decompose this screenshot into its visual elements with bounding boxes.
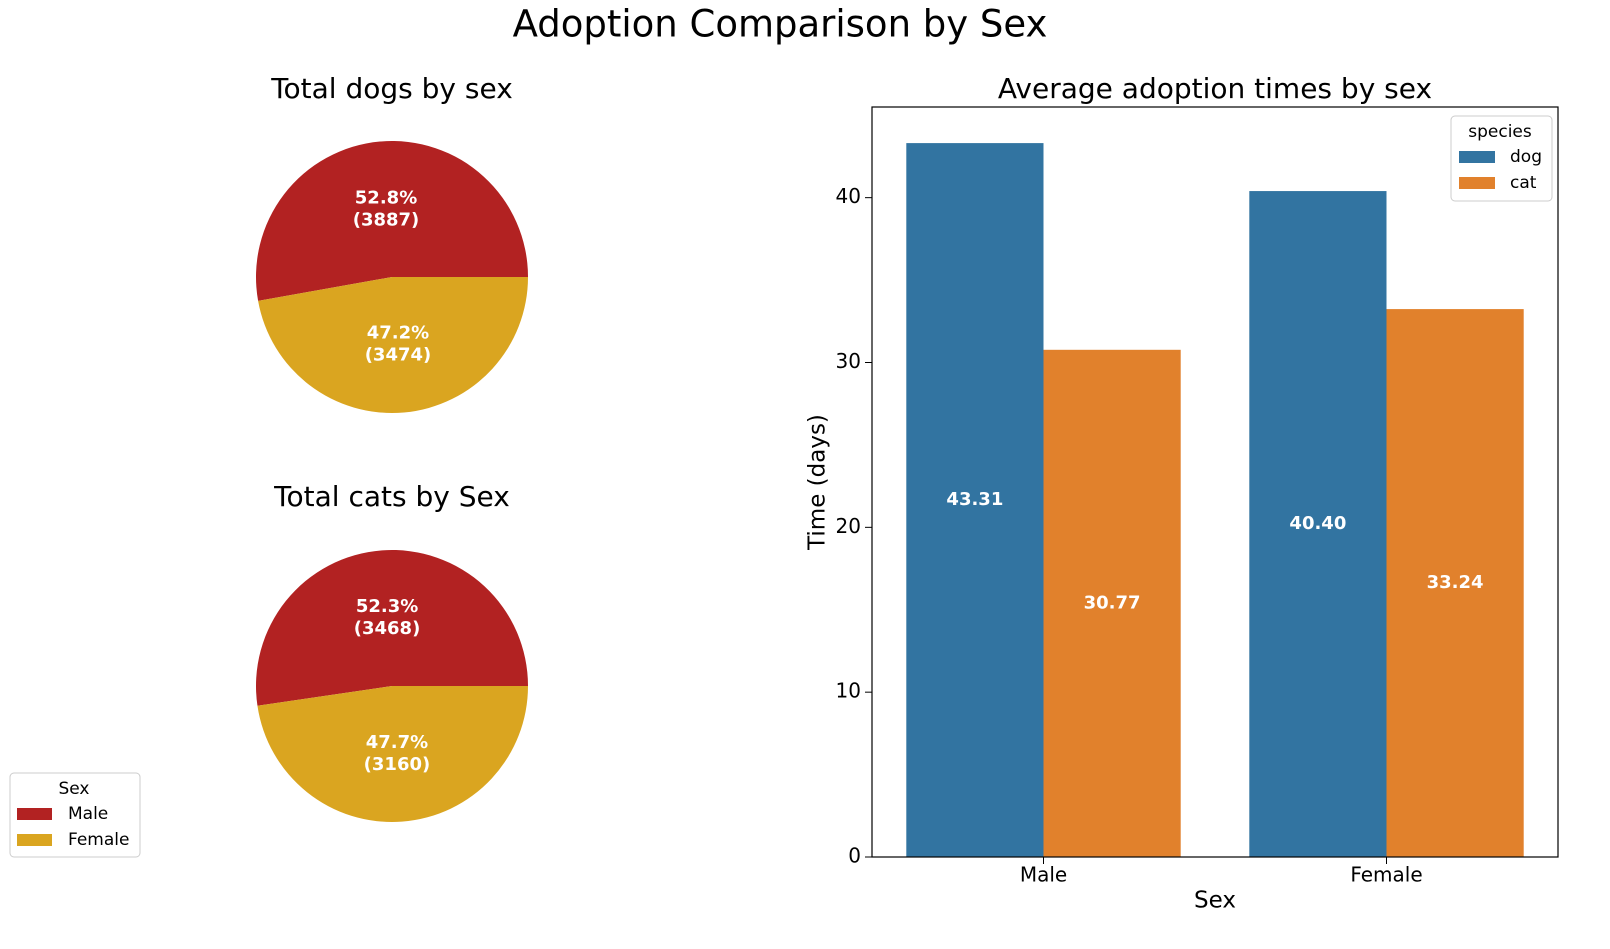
legend-swatch xyxy=(1459,177,1495,189)
legend-swatch xyxy=(17,834,52,846)
bar xyxy=(906,143,1044,858)
pie-count-label: (3474) xyxy=(365,345,432,366)
legend-label: Female xyxy=(68,830,129,850)
y-tick-label: 10 xyxy=(836,679,861,703)
pie-percent-label: 52.8% xyxy=(355,187,417,208)
bar-value-label: 30.77 xyxy=(1084,592,1141,613)
bar-value-label: 33.24 xyxy=(1427,572,1484,593)
pie-count-label: (3160) xyxy=(364,754,431,775)
pie-slice xyxy=(257,686,528,823)
x-axis-label: Sex xyxy=(1194,888,1236,914)
x-tick-label: Male xyxy=(1020,863,1067,887)
pie-count-label: (3468) xyxy=(354,618,421,639)
bar xyxy=(1249,191,1387,858)
legend-swatch xyxy=(1459,151,1495,163)
pie-percent-label: 52.3% xyxy=(356,596,418,617)
pie-count-label: (3887) xyxy=(353,209,420,230)
figure-title: Adoption Comparison by Sex xyxy=(513,3,1048,46)
legend-title: species xyxy=(1468,122,1532,142)
y-tick-label: 30 xyxy=(836,349,861,373)
y-tick-label: 40 xyxy=(836,184,861,208)
legend-swatch xyxy=(17,808,52,820)
bar xyxy=(1386,309,1524,858)
pie-percent-label: 47.2% xyxy=(367,323,429,344)
pie-slice xyxy=(256,550,528,706)
pie-percent-label: 47.7% xyxy=(366,732,428,753)
legend-label: dog xyxy=(1510,147,1542,167)
pie-title: Total dogs by sex xyxy=(270,72,513,105)
x-tick-label: Female xyxy=(1350,863,1422,887)
bar xyxy=(1043,349,1181,857)
pie-slice xyxy=(256,141,528,301)
axes-frame xyxy=(871,106,1559,858)
legend-label: cat xyxy=(1510,173,1537,193)
y-tick-label: 20 xyxy=(836,514,861,538)
bar-value-label: 43.31 xyxy=(946,489,1003,510)
y-axis-label: Time (days) xyxy=(805,414,831,551)
pie-slice xyxy=(258,277,528,414)
pie-title: Total cats by Sex xyxy=(273,480,510,513)
bar-value-label: 40.40 xyxy=(1289,513,1346,534)
axes-title: Average adoption times by sex xyxy=(998,72,1432,105)
legend-title: Sex xyxy=(58,779,89,799)
y-tick-label: 0 xyxy=(848,844,861,868)
legend-label: Male xyxy=(68,804,108,824)
